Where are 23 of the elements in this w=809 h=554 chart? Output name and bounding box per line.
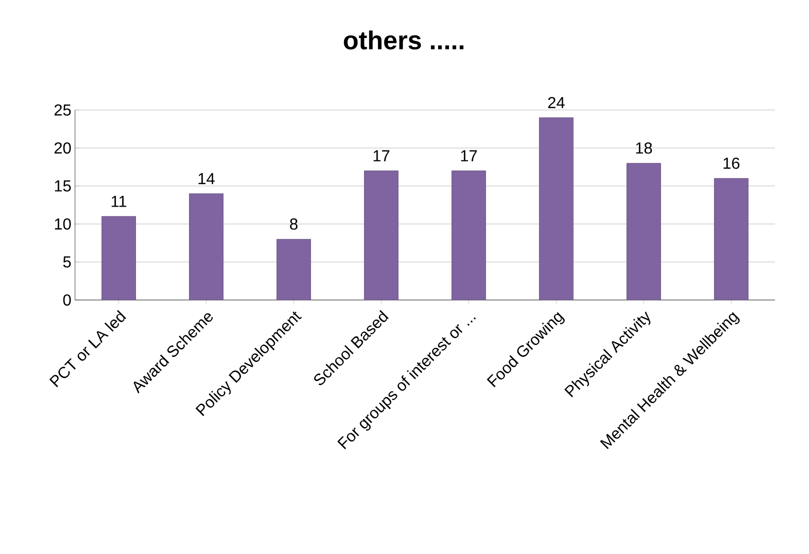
- bar: [539, 117, 574, 300]
- bar: [626, 163, 661, 300]
- data-label: 8: [290, 218, 298, 230]
- y-tick-label: 0: [63, 294, 71, 306]
- data-label: 16: [724, 158, 740, 169]
- bar: [102, 216, 136, 300]
- y-tick-label: 15: [54, 180, 71, 192]
- data-label: 11: [112, 196, 126, 207]
- bar: [189, 193, 224, 300]
- y-tick-label: 5: [63, 256, 71, 268]
- y-tick-label: 25: [54, 104, 71, 116]
- y-tick-label: 10: [54, 218, 71, 230]
- bar: [364, 170, 398, 300]
- data-label: 17: [461, 150, 477, 162]
- data-label: 24: [548, 96, 565, 108]
- data-label: 14: [198, 173, 215, 184]
- chart-title: others .....: [344, 30, 464, 50]
- y-tick-label: 20: [54, 142, 71, 154]
- bar: [276, 239, 311, 300]
- data-label: 17: [374, 150, 390, 162]
- bar: [452, 170, 486, 300]
- data-label: 18: [636, 142, 652, 154]
- bar: [714, 178, 748, 300]
